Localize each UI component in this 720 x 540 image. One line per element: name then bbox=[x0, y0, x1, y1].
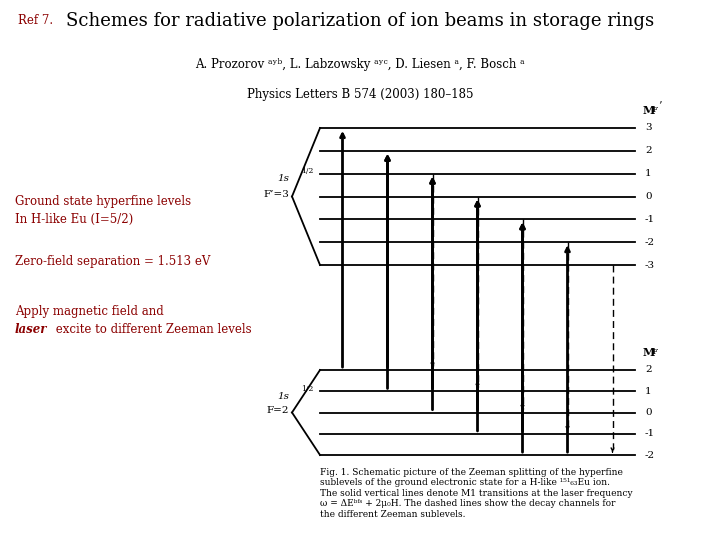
Text: F=2: F=2 bbox=[266, 406, 289, 415]
Text: laser: laser bbox=[15, 323, 48, 336]
Text: In H-like Eu (I=5/2): In H-like Eu (I=5/2) bbox=[15, 213, 133, 226]
Text: F’=3: F’=3 bbox=[263, 190, 289, 199]
Text: -1: -1 bbox=[645, 215, 655, 224]
Text: Physics Letters B 574 (2003) 180–185: Physics Letters B 574 (2003) 180–185 bbox=[247, 88, 473, 101]
Text: 1/2: 1/2 bbox=[301, 166, 313, 174]
Text: -3: -3 bbox=[645, 260, 655, 269]
Text: 1s: 1s bbox=[277, 174, 289, 183]
Text: 1: 1 bbox=[645, 169, 652, 178]
Text: 1: 1 bbox=[645, 387, 652, 396]
Text: M: M bbox=[643, 347, 655, 357]
Text: Ref 7.: Ref 7. bbox=[18, 14, 53, 27]
Text: -2: -2 bbox=[645, 238, 655, 247]
Text: Apply magnetic field and: Apply magnetic field and bbox=[15, 305, 163, 318]
Text: ’: ’ bbox=[658, 100, 662, 110]
Text: 2: 2 bbox=[645, 366, 652, 375]
Text: F: F bbox=[652, 348, 658, 356]
Text: 0: 0 bbox=[645, 408, 652, 417]
Text: Fig. 1. Schematic picture of the Zeeman splitting of the hyperfine
sublevels of : Fig. 1. Schematic picture of the Zeeman … bbox=[320, 468, 633, 518]
Text: 3: 3 bbox=[645, 124, 652, 132]
Text: F: F bbox=[652, 106, 658, 114]
Text: 1/2: 1/2 bbox=[301, 384, 313, 393]
Text: -2: -2 bbox=[645, 450, 655, 460]
Text: M: M bbox=[643, 105, 655, 116]
Text: -1: -1 bbox=[645, 429, 655, 438]
Text: Schemes for radiative polarization of ion beams in storage rings: Schemes for radiative polarization of io… bbox=[66, 12, 654, 30]
Text: 0: 0 bbox=[645, 192, 652, 201]
Text: Zero-field separation = 1.513 eV: Zero-field separation = 1.513 eV bbox=[15, 255, 210, 268]
Text: Ground state hyperfine levels: Ground state hyperfine levels bbox=[15, 195, 191, 208]
Text: A. Prozorov ᵃʸᵇ, L. Labzowsky ᵃʸᶜ, D. Liesen ᵃ, F. Bosch ᵃ: A. Prozorov ᵃʸᵇ, L. Labzowsky ᵃʸᶜ, D. Li… bbox=[195, 58, 525, 71]
Text: 1s: 1s bbox=[277, 392, 289, 401]
Text: 2: 2 bbox=[645, 146, 652, 156]
Text: excite to different Zeeman levels: excite to different Zeeman levels bbox=[52, 323, 251, 336]
